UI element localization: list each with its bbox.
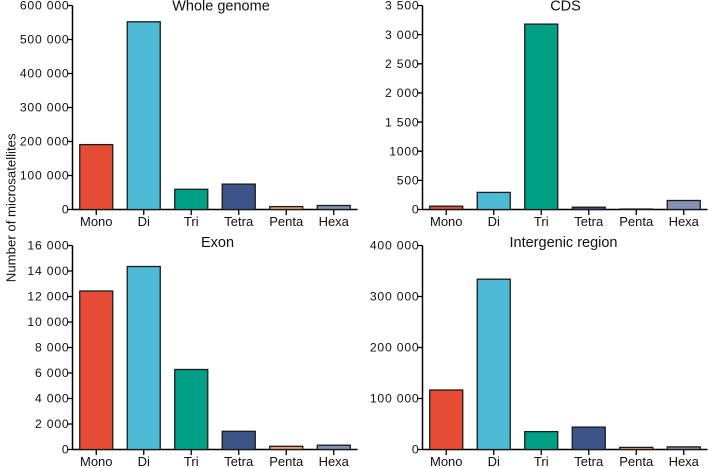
svg-text:Penta: Penta <box>619 214 654 229</box>
svg-text:1000: 1000 <box>389 144 419 158</box>
svg-text:500: 500 <box>397 174 420 188</box>
svg-text:6 000: 6 000 <box>35 366 70 380</box>
svg-text:3 000: 3 000 <box>385 28 420 42</box>
svg-text:400 000: 400 000 <box>370 239 420 253</box>
svg-text:Di: Di <box>138 454 150 468</box>
svg-text:2 000: 2 000 <box>385 86 420 100</box>
svg-text:Tetra: Tetra <box>574 214 604 229</box>
svg-text:Tri: Tri <box>534 214 549 229</box>
svg-text:4 000: 4 000 <box>35 392 70 406</box>
svg-text:Mono: Mono <box>430 214 463 229</box>
svg-text:Mono: Mono <box>80 454 113 468</box>
svg-text:Di: Di <box>488 454 500 468</box>
svg-text:100 000: 100 000 <box>20 169 70 183</box>
svg-text:8 000: 8 000 <box>35 341 70 355</box>
svg-text:CDS: CDS <box>550 0 581 15</box>
svg-text:1 500: 1 500 <box>385 115 420 129</box>
svg-text:Exon: Exon <box>201 235 234 251</box>
svg-text:300 000: 300 000 <box>20 101 70 115</box>
svg-text:Di: Di <box>138 214 150 229</box>
svg-text:Di: Di <box>488 214 500 229</box>
svg-text:Tetra: Tetra <box>574 454 604 468</box>
svg-text:Whole genome: Whole genome <box>172 0 270 15</box>
svg-text:200 000: 200 000 <box>370 341 420 355</box>
svg-text:Mono: Mono <box>80 214 113 229</box>
svg-text:Tetra: Tetra <box>224 454 254 468</box>
svg-text:0: 0 <box>412 443 420 457</box>
svg-text:Hexa: Hexa <box>319 214 350 229</box>
svg-text:Hexa: Hexa <box>319 454 350 468</box>
svg-text:0: 0 <box>412 203 420 217</box>
svg-text:2 500: 2 500 <box>385 57 420 71</box>
svg-text:0: 0 <box>62 443 70 457</box>
svg-text:10 000: 10 000 <box>27 315 69 329</box>
svg-text:12 000: 12 000 <box>27 290 69 304</box>
svg-text:Tetra: Tetra <box>224 214 254 229</box>
svg-text:Penta: Penta <box>269 214 304 229</box>
svg-text:16 000: 16 000 <box>27 239 69 253</box>
svg-text:500 000: 500 000 <box>20 33 70 47</box>
svg-text:Mono: Mono <box>430 454 463 468</box>
svg-text:Hexa: Hexa <box>669 214 700 229</box>
svg-text:Tri: Tri <box>184 214 199 229</box>
svg-text:3 500: 3 500 <box>385 0 420 13</box>
svg-text:100 000: 100 000 <box>370 392 420 406</box>
svg-text:Number of microsatellites: Number of microsatellites <box>4 133 19 282</box>
svg-text:200 000: 200 000 <box>20 135 70 149</box>
svg-text:Tri: Tri <box>184 454 199 468</box>
svg-text:Hexa: Hexa <box>669 454 700 468</box>
svg-text:300 000: 300 000 <box>370 290 420 304</box>
svg-text:Tri: Tri <box>534 454 549 468</box>
svg-text:Penta: Penta <box>619 454 654 468</box>
svg-text:Penta: Penta <box>269 454 304 468</box>
svg-text:Intergenic region: Intergenic region <box>509 235 617 251</box>
svg-text:0: 0 <box>62 203 70 217</box>
svg-text:600 000: 600 000 <box>20 0 70 13</box>
svg-text:14 000: 14 000 <box>27 264 69 278</box>
svg-text:2 000: 2 000 <box>35 417 70 431</box>
svg-text:400 000: 400 000 <box>20 67 70 81</box>
